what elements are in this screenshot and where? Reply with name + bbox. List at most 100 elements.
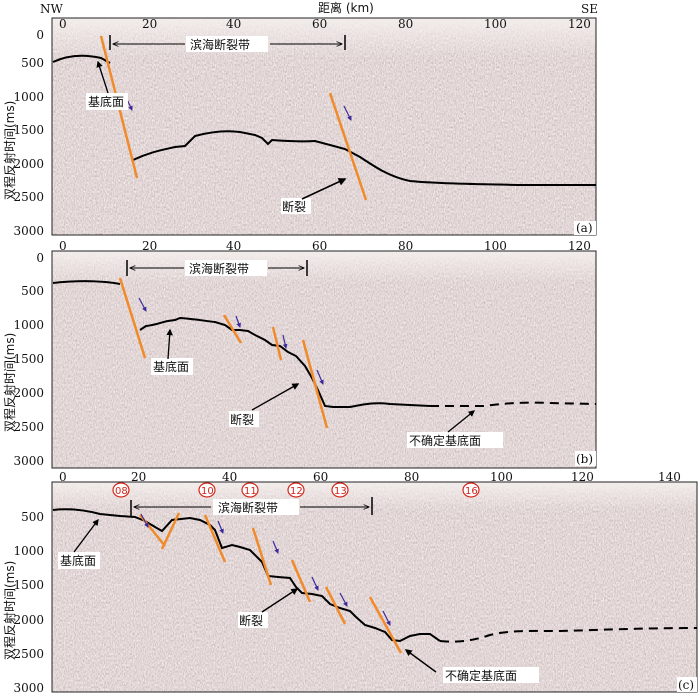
panel-c-basement-label: 基底面 xyxy=(60,553,96,568)
panel-c-fault-3 xyxy=(251,527,273,586)
panel-a-fault-label-bg xyxy=(281,198,311,214)
panel-a-y-axis-title: 双程反射时间(ms) xyxy=(2,101,17,200)
panel-c-xtick: 140 xyxy=(658,470,681,484)
station-label: 16 xyxy=(465,486,478,497)
panel-b-xtick: 80 xyxy=(398,239,413,253)
panel-c-fault-2 xyxy=(203,514,227,563)
panel-c-stations: 08 10 11 12 13 16 xyxy=(112,482,480,498)
header-distance-label: 距离 (km) xyxy=(318,0,374,15)
panel-a-slip-arrow xyxy=(343,105,352,121)
panel-c-zone-label: 滨海断裂带 xyxy=(218,500,278,515)
panel-c-ytick: 1500 xyxy=(13,578,44,592)
panel-b: 0 20 40 60 80 100 120 0 500 1000 1500 20… xyxy=(2,239,597,469)
panel-a-xtick: 100 xyxy=(484,17,507,31)
station-label: 12 xyxy=(290,486,303,497)
panel-b-water-column xyxy=(52,251,596,283)
panel-b-slip-arrow xyxy=(282,334,288,349)
panel-a-frame xyxy=(51,17,597,236)
panel-c-fault-antithetic xyxy=(160,512,181,550)
panel-a-basement-pointer xyxy=(96,60,109,94)
panel-b-fault-2 xyxy=(222,314,243,344)
panel-a-basement-horizon xyxy=(132,130,596,186)
panel-c-slip-arrow xyxy=(217,520,224,534)
panel-a-basement-label-bg xyxy=(86,93,128,110)
panel-c-fault-label-bg xyxy=(238,612,268,628)
panel-c-fault-4 xyxy=(290,559,312,603)
panel-a-ytick: 0 xyxy=(36,28,44,42)
panel-c-zone-label-bg xyxy=(213,499,299,515)
panel-a-xtick: 120 xyxy=(568,17,591,31)
panel-c-frame xyxy=(51,481,698,693)
panel-a-basement-label: 基底面 xyxy=(88,94,124,109)
panel-c-ytick: 2000 xyxy=(13,613,44,627)
panel-c-basement-label-bg xyxy=(58,552,100,569)
panel-a-xtick: 0 xyxy=(59,17,67,31)
panel-c-ytick: 1000 xyxy=(13,544,44,558)
header-se: SE xyxy=(581,2,598,16)
panel-a-corner-label: (a) xyxy=(576,221,593,235)
panel-c-slip-arrow xyxy=(140,513,149,528)
panel-b-ytick: 2000 xyxy=(13,386,44,400)
panel-b-uncertain-label-bg xyxy=(407,432,503,448)
panel-c-xtick: 120 xyxy=(571,470,594,484)
panel-b-xtick: 100 xyxy=(484,239,507,253)
panel-c-fault-5 xyxy=(324,586,347,625)
panel-c-xtick: 40 xyxy=(222,470,237,484)
station-marker xyxy=(287,482,305,498)
panel-b-basement-label: 基底面 xyxy=(153,359,189,374)
panel-b-corner-bg xyxy=(575,451,596,466)
panel-b-frame xyxy=(51,250,597,469)
panel-c-basement-pointer xyxy=(73,518,99,553)
panel-b-xtick: 20 xyxy=(142,239,157,253)
panel-c-uncertain-label: 不确定基底面 xyxy=(445,668,517,683)
panel-b-slip-arrow xyxy=(316,369,324,385)
panel-a-ytick: 1500 xyxy=(13,123,44,137)
panel-a-ytick: 2500 xyxy=(13,190,44,204)
station-label: 11 xyxy=(244,486,257,497)
panel-b-ytick: 500 xyxy=(21,284,44,298)
panel-a-ytick: 1000 xyxy=(13,90,44,104)
panel-c-uncertain-pointer xyxy=(404,649,437,673)
station-marker xyxy=(331,482,349,498)
panel-b-ytick: 0 xyxy=(36,251,44,265)
panel-c-xtick: 60 xyxy=(313,470,328,484)
station-marker xyxy=(112,482,130,498)
panel-b-zone-label-bg xyxy=(185,260,267,276)
panel-c-fault-label: 断裂 xyxy=(239,613,263,628)
panel-c-slip-arrow xyxy=(339,592,348,607)
panel-a-corner-bg xyxy=(574,221,596,235)
panel-b-uncertain-pointer xyxy=(447,410,476,433)
panel-c-uncertain-label-bg xyxy=(443,667,539,683)
panel-c-ytick: 500 xyxy=(21,510,44,524)
panel-b-slip-arrow xyxy=(235,315,241,328)
panel-c-fault-pointer xyxy=(261,588,299,613)
panel-a-fault-label: 断裂 xyxy=(282,199,306,214)
panel-b-ytick: 1000 xyxy=(13,318,44,332)
station-marker xyxy=(198,482,216,498)
panel-c-fault-6 xyxy=(368,596,403,654)
panel-c-slip-arrow xyxy=(272,540,279,554)
panel-b-xtick: 0 xyxy=(59,239,67,253)
panel-b-uncertain-horizon xyxy=(430,401,597,407)
panel-a-xtick: 80 xyxy=(398,17,413,31)
panel-b-xtick: 60 xyxy=(312,239,327,253)
station-marker xyxy=(241,482,259,498)
panel-a-xtick: 20 xyxy=(142,17,157,31)
panel-a-xtick: 40 xyxy=(226,17,241,31)
panel-a-basement-horizon-west xyxy=(52,54,111,64)
panel-c: 0 20 40 60 80 100 120 140 500 1000 1500 … xyxy=(2,470,698,695)
panel-a-ytick: 3000 xyxy=(13,224,44,238)
panel-a-fault-2 xyxy=(328,92,368,201)
panel-c-slip-arrow xyxy=(382,610,391,626)
panel-b-ytick: 3000 xyxy=(13,454,44,468)
panel-c-ytick: 3000 xyxy=(13,681,44,695)
panel-b-fault-label: 断裂 xyxy=(230,412,254,427)
panel-c-seismic-image xyxy=(52,482,697,692)
station-label: 08 xyxy=(115,486,128,497)
panel-c-corner-label: (c) xyxy=(678,678,694,692)
station-label: 10 xyxy=(201,486,214,497)
panel-c-uncertain-horizon xyxy=(439,627,698,643)
panel-a-ytick: 2000 xyxy=(13,157,44,171)
panel-b-y-axis-title: 双程反射时间(ms) xyxy=(2,333,17,432)
